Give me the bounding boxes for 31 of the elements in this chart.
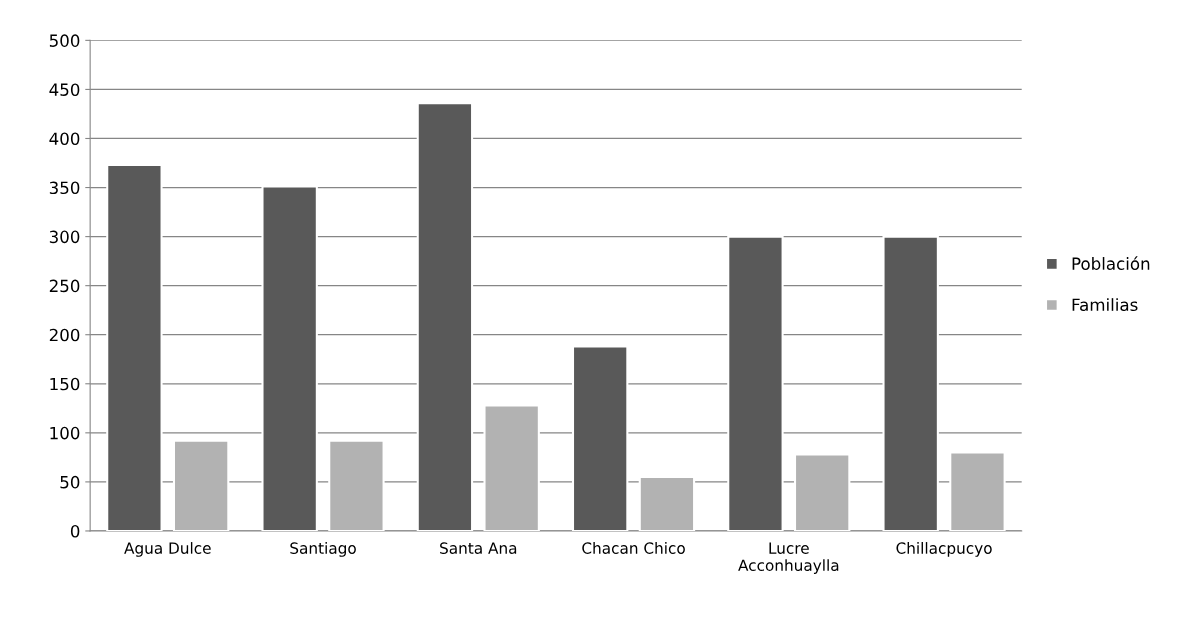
y-tick-label: 0 xyxy=(70,524,80,538)
y-tick-label: 250 xyxy=(49,279,80,293)
bar xyxy=(638,475,696,531)
y-tick-label: 150 xyxy=(50,377,80,391)
bar xyxy=(172,439,230,531)
bar xyxy=(328,439,385,531)
bar xyxy=(882,235,939,531)
bar xyxy=(571,345,629,531)
legend-label: Familias xyxy=(1072,298,1138,312)
legend-label: Población xyxy=(1072,256,1150,270)
bar xyxy=(261,185,318,531)
y-tick-label: 500 xyxy=(49,34,80,47)
bar xyxy=(106,163,163,531)
x-tick-label: Agua Dulce xyxy=(124,542,211,557)
bar xyxy=(793,453,851,531)
x-tick-label: Chacan Chico xyxy=(582,542,685,554)
bar xyxy=(949,451,1006,531)
y-tick-label: 300 xyxy=(49,230,80,244)
bar xyxy=(727,235,784,531)
x-tick-label: Chillacpucyo xyxy=(896,542,992,557)
x-tick-label: Santa Ana xyxy=(440,542,517,554)
y-tick-label: 100 xyxy=(50,426,80,440)
y-tick-label: 400 xyxy=(49,132,80,146)
x-tick-label: Lucre Acconhuaylla xyxy=(738,542,839,574)
y-tick-label: 200 xyxy=(49,328,80,342)
y-tick-label: 350 xyxy=(49,181,80,195)
bar xyxy=(483,404,540,531)
bar xyxy=(416,102,474,531)
y-tick-label: 450 xyxy=(49,83,80,96)
y-tick-label: 50 xyxy=(60,475,80,489)
x-tick-label: Santiago xyxy=(290,542,356,557)
